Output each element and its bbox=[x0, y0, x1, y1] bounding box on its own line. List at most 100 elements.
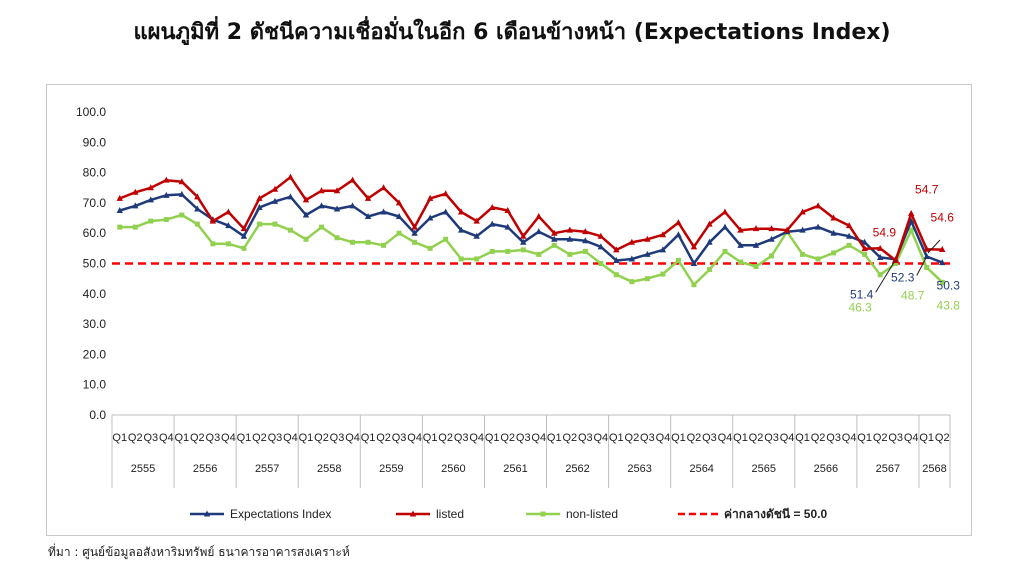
data-point bbox=[412, 239, 418, 245]
data-point bbox=[536, 251, 542, 257]
x-tick-year-label: 2558 bbox=[317, 463, 341, 475]
data-point bbox=[846, 242, 852, 248]
data-point bbox=[474, 256, 480, 262]
data-point bbox=[722, 248, 728, 254]
data-point bbox=[923, 245, 930, 252]
x-tick-quarter-label: Q2 bbox=[749, 432, 764, 444]
annotation-leader bbox=[927, 239, 941, 254]
x-tick-quarter-label: Q3 bbox=[578, 432, 593, 444]
data-point bbox=[769, 253, 775, 259]
x-tick-year-label: 2557 bbox=[255, 463, 279, 475]
x-tick-quarter-label: Q4 bbox=[531, 432, 546, 444]
data-point bbox=[815, 256, 821, 262]
x-tick-quarter-label: Q1 bbox=[361, 432, 376, 444]
data-point bbox=[132, 224, 138, 230]
data-point bbox=[939, 246, 946, 253]
data-point bbox=[163, 191, 170, 198]
data-point bbox=[116, 206, 123, 213]
data-point bbox=[319, 224, 324, 230]
y-tick-label: 40.0 bbox=[83, 287, 107, 301]
data-point bbox=[505, 248, 511, 254]
data-point bbox=[675, 257, 681, 263]
data-point bbox=[349, 176, 356, 183]
x-tick-quarter-label: Q3 bbox=[454, 432, 469, 444]
series-line-non-listed bbox=[119, 213, 944, 286]
data-point bbox=[489, 220, 496, 227]
series-line-listed bbox=[119, 175, 943, 262]
data-point bbox=[706, 238, 713, 245]
data-label: 52.3 bbox=[891, 271, 915, 285]
data-point bbox=[628, 238, 636, 245]
y-tick-label: 50.0 bbox=[83, 257, 107, 271]
x-tick-quarter-label: Q2 bbox=[438, 432, 453, 444]
data-point bbox=[862, 251, 868, 257]
x-tick-year-label: 2563 bbox=[627, 463, 651, 475]
data-point bbox=[582, 248, 588, 254]
x-tick-quarter-label: Q3 bbox=[516, 432, 531, 444]
x-tick-year-label: 2559 bbox=[379, 463, 403, 475]
legend-marker bbox=[540, 511, 546, 517]
data-point bbox=[117, 224, 123, 230]
data-point bbox=[148, 218, 154, 224]
x-tick-quarter-label: Q1 bbox=[174, 432, 189, 444]
x-tick-quarter-label: Q2 bbox=[500, 432, 515, 444]
data-point bbox=[535, 213, 542, 220]
x-tick-year-label: 2568 bbox=[922, 463, 946, 475]
data-point bbox=[675, 219, 682, 226]
data-point bbox=[489, 203, 496, 210]
x-tick-quarter-label: Q4 bbox=[159, 432, 174, 444]
data-point bbox=[380, 184, 387, 191]
y-tick-label: 30.0 bbox=[83, 317, 107, 331]
x-tick-year-label: 2561 bbox=[503, 463, 527, 475]
x-tick-quarter-label: Q4 bbox=[904, 432, 919, 444]
data-point bbox=[845, 222, 853, 229]
data-point bbox=[364, 194, 372, 201]
data-point bbox=[426, 214, 434, 221]
x-tick-quarter-label: Q4 bbox=[345, 432, 360, 444]
data-point bbox=[597, 232, 605, 239]
data-point bbox=[240, 225, 248, 232]
data-point bbox=[644, 250, 651, 257]
x-tick-year-label: 2566 bbox=[814, 463, 838, 475]
x-tick-quarter-label: Q1 bbox=[733, 432, 748, 444]
data-point bbox=[535, 228, 542, 235]
data-point bbox=[551, 235, 558, 242]
data-point bbox=[256, 221, 262, 227]
x-tick-quarter-label: Q4 bbox=[842, 432, 857, 444]
x-tick-quarter-label: Q2 bbox=[190, 432, 205, 444]
x-tick-quarter-label: Q3 bbox=[888, 432, 903, 444]
data-point bbox=[814, 223, 822, 230]
data-point bbox=[178, 178, 186, 185]
x-tick-quarter-label: Q4 bbox=[780, 432, 795, 444]
data-point bbox=[737, 241, 744, 248]
data-point bbox=[814, 202, 822, 209]
data-point bbox=[210, 241, 216, 247]
data-point bbox=[271, 185, 279, 192]
data-point bbox=[876, 244, 884, 251]
data-point bbox=[613, 256, 620, 263]
data-point bbox=[861, 238, 868, 245]
x-tick-quarter-label: Q1 bbox=[671, 432, 686, 444]
x-tick-quarter-label: Q2 bbox=[687, 432, 702, 444]
data-point bbox=[256, 194, 263, 201]
data-point bbox=[271, 197, 279, 204]
data-point bbox=[147, 184, 154, 191]
x-tick-year-label: 2555 bbox=[131, 463, 155, 475]
data-point bbox=[660, 271, 666, 277]
x-tick-quarter-label: Q1 bbox=[485, 432, 500, 444]
chart-frame bbox=[46, 84, 972, 536]
data-point bbox=[179, 212, 185, 218]
data-point bbox=[225, 222, 232, 229]
data-point bbox=[799, 226, 806, 233]
data-label: 54.6 bbox=[931, 211, 955, 225]
data-point bbox=[380, 208, 387, 215]
data-point bbox=[365, 239, 371, 245]
annotation-leader bbox=[916, 258, 927, 276]
data-point bbox=[381, 242, 387, 248]
series-line-expectations-index bbox=[119, 193, 943, 265]
data-point bbox=[738, 259, 743, 265]
data-point bbox=[194, 221, 200, 227]
data-point bbox=[752, 225, 760, 232]
data-point bbox=[225, 208, 232, 215]
legend-label: listed bbox=[436, 507, 464, 521]
